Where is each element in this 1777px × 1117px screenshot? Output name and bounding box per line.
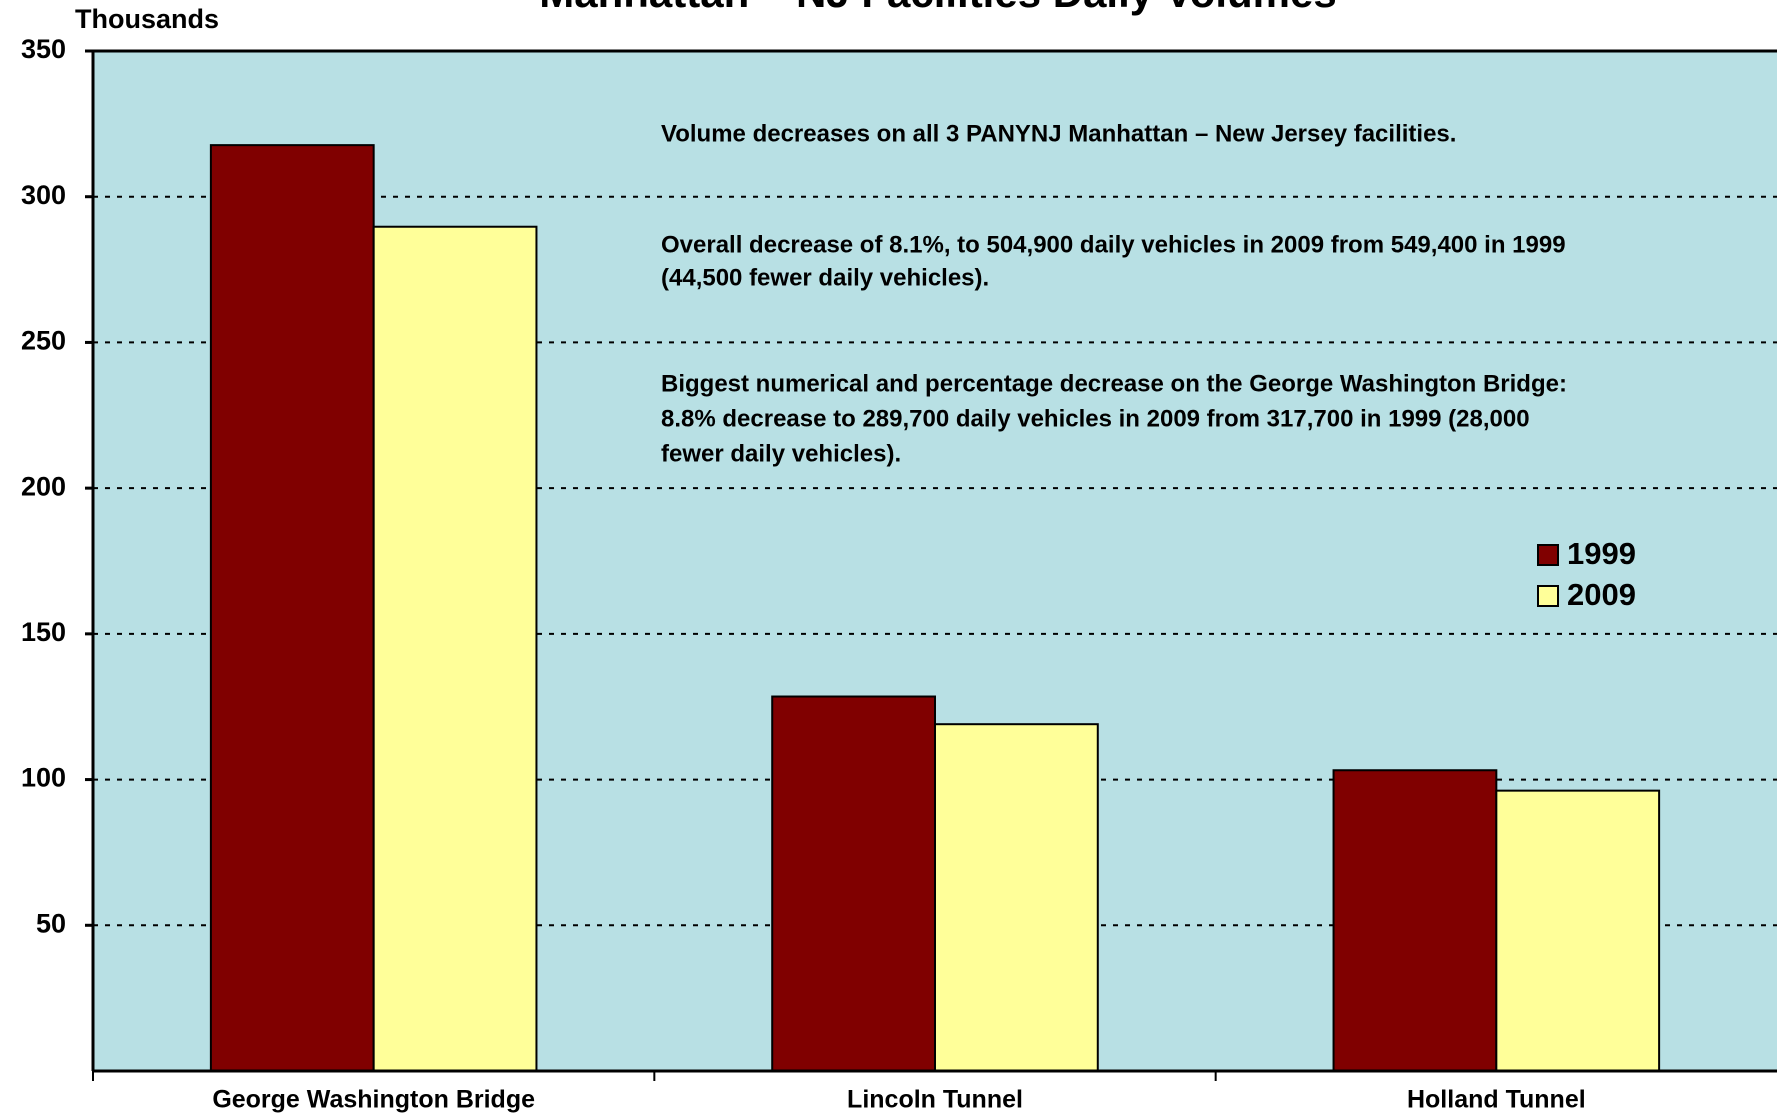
annotation: 8.8% decrease to 289,700 daily vehicles … xyxy=(661,405,1530,432)
bar xyxy=(209,144,375,1073)
legend-label: 2009 xyxy=(1567,577,1636,612)
chart-title: Manhattan – NJ Facilities Daily Volumes xyxy=(539,0,1336,16)
y-tick-label: 100 xyxy=(21,763,66,793)
y-tick-label: 250 xyxy=(21,326,66,356)
y-tick-label: 200 xyxy=(21,471,66,501)
legend-swatch xyxy=(1537,585,1559,607)
annotation: Overall decrease of 8.1%, to 504,900 dai… xyxy=(661,231,1566,258)
y-tick-label: 50 xyxy=(36,908,66,938)
bar xyxy=(771,695,936,1072)
legend-label: 1999 xyxy=(1567,536,1636,571)
y-axis-label: Thousands xyxy=(75,4,219,34)
bar xyxy=(372,225,538,1072)
x-tick-label: Holland Tunnel xyxy=(1407,1086,1586,1114)
annotation: Biggest numerical and percentage decreas… xyxy=(661,370,1567,397)
bar xyxy=(1332,769,1498,1072)
annotation: fewer daily vehicles). xyxy=(661,440,901,467)
x-tick-label: George Washington Bridge xyxy=(212,1086,535,1114)
y-tick-label: 350 xyxy=(21,34,66,64)
y-tick-label: 300 xyxy=(21,180,66,210)
x-tick-label: Lincoln Tunnel xyxy=(847,1086,1023,1114)
annotation: Volume decreases on all 3 PANYNJ Manhatt… xyxy=(661,120,1456,147)
legend-swatch xyxy=(1537,544,1559,566)
annotation: (44,500 fewer daily vehicles). xyxy=(661,264,989,291)
bar xyxy=(934,723,1099,1072)
bar xyxy=(1495,789,1661,1072)
y-tick-label: 150 xyxy=(21,617,66,647)
